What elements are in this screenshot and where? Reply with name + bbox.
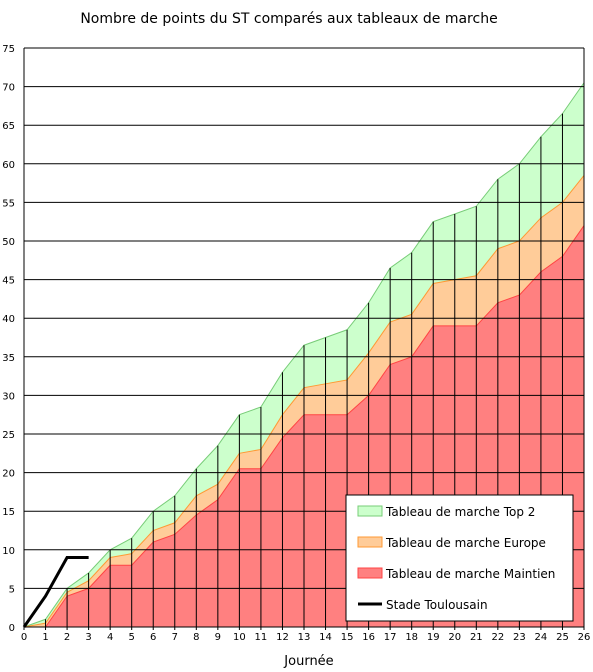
legend: Tableau de marche Top 2 Tableau de marche… xyxy=(345,494,574,622)
y-tick-label: 20 xyxy=(2,469,15,480)
x-tick-label: 13 xyxy=(298,632,311,643)
x-tick-label: 0 xyxy=(21,632,27,643)
x-tick-label: 1 xyxy=(42,632,48,643)
x-tick-label: 11 xyxy=(255,632,268,643)
x-tick-label: 19 xyxy=(427,632,440,643)
y-tick-label: 40 xyxy=(2,314,15,325)
x-tick-label: 3 xyxy=(85,632,91,643)
x-tick-label: 10 xyxy=(233,632,246,643)
x-tick-label: 23 xyxy=(513,632,526,643)
y-tick-label: 25 xyxy=(2,430,15,441)
x-tick-label: 2 xyxy=(64,632,70,643)
y-tick-label: 70 xyxy=(2,83,15,94)
x-tick-label: 9 xyxy=(215,632,221,643)
x-tick-label: 16 xyxy=(362,632,375,643)
y-tick-label: 5 xyxy=(9,584,15,595)
y-tick-label: 45 xyxy=(2,276,15,287)
x-tick-label: 4 xyxy=(107,632,113,643)
y-tick-label: 30 xyxy=(2,391,15,402)
x-axis-ticks: 0 1 2 3 4 5 6 7 8 9 10 11 12 13 14 15 16 17 18 19 20 21 22 23 24… xyxy=(21,627,591,643)
x-tick-label: 7 xyxy=(172,632,178,643)
x-tick-label: 14 xyxy=(319,632,332,643)
legend-label: Tableau de marche Maintien xyxy=(385,567,555,581)
x-tick-label: 17 xyxy=(384,632,397,643)
legend-label: Stade Toulousain xyxy=(386,598,488,612)
y-tick-label: 15 xyxy=(2,507,15,518)
line-stade-toulousain xyxy=(22,556,89,628)
x-tick-label: 18 xyxy=(405,632,418,643)
x-tick-label: 22 xyxy=(491,632,504,643)
x-tick-label: 5 xyxy=(129,632,135,643)
x-tick-label: 21 xyxy=(470,632,483,643)
x-tick-label: 24 xyxy=(535,632,548,643)
y-tick-label: 75 xyxy=(2,44,15,55)
x-axis-label: Journée xyxy=(283,654,333,669)
y-tick-label: 65 xyxy=(2,121,15,132)
y-tick-label: 0 xyxy=(9,623,15,634)
x-tick-label: 26 xyxy=(578,632,591,643)
x-tick-label: 25 xyxy=(556,632,569,643)
chart-title: Nombre de points du ST comparés aux tabl… xyxy=(80,11,497,27)
y-tick-label: 50 xyxy=(2,237,15,248)
legend-label: Tableau de marche Europe xyxy=(385,536,546,550)
line-layer xyxy=(22,556,89,628)
x-tick-label: 20 xyxy=(448,632,461,643)
y-axis-ticks: 0 5 10 15 20 25 30 35 40 45 50 55 60 65 70 75 xyxy=(2,44,15,634)
y-tick-label: 35 xyxy=(2,353,15,364)
x-tick-label: 8 xyxy=(193,632,199,643)
legend-swatch xyxy=(357,505,383,517)
y-tick-label: 60 xyxy=(2,160,15,171)
x-tick-label: 15 xyxy=(341,632,354,643)
legend-box xyxy=(345,494,574,622)
legend-swatch xyxy=(357,536,383,548)
x-tick-label: 12 xyxy=(276,632,289,643)
y-tick-label: 55 xyxy=(2,198,15,209)
legend-swatch xyxy=(357,567,383,579)
legend-label: Tableau de marche Top 2 xyxy=(385,505,535,519)
x-tick-label: 6 xyxy=(150,632,156,643)
y-tick-label: 10 xyxy=(2,546,15,557)
